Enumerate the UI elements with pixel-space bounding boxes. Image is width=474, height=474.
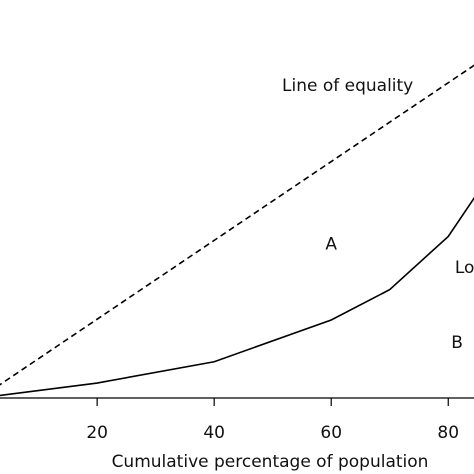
lorenz-curve	[0, 196, 474, 397]
equality-line	[0, 64, 474, 386]
x-tick-label: 20	[86, 423, 108, 443]
x-tick-label: 60	[320, 423, 342, 443]
annotation: Lo	[455, 258, 474, 278]
x-tick-label: 80	[437, 423, 459, 443]
annotation: A	[325, 234, 337, 254]
legend-label: Line of equality	[282, 76, 413, 96]
x-axis-label: Cumulative percentage of population	[112, 452, 429, 472]
annotation: B	[451, 333, 463, 353]
x-tick-label: 40	[203, 423, 225, 443]
